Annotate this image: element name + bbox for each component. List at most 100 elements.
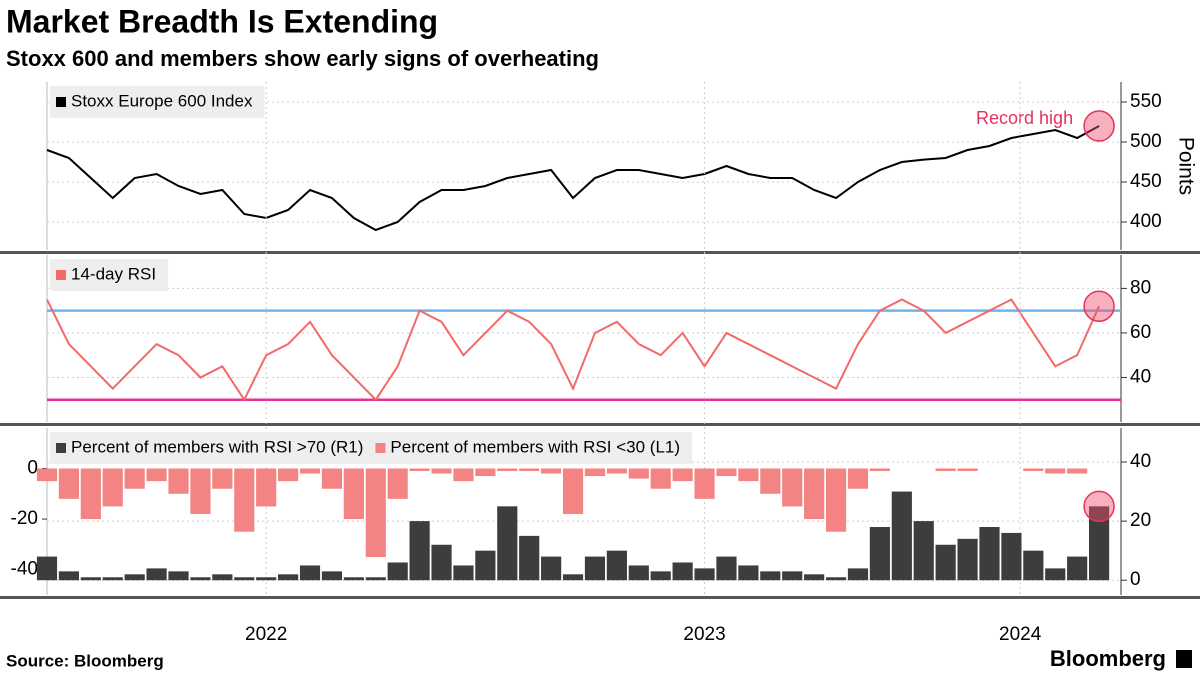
bar [124,468,145,489]
bar [1023,468,1044,472]
bar [234,577,255,581]
bar [1001,532,1022,581]
legend-label: Percent of members with RSI <30 (L1) [390,437,680,456]
bar [825,577,847,581]
y-axis-label: Points [1174,137,1197,195]
bar [847,468,869,489]
bar [694,568,715,581]
bar [716,468,737,477]
bar [913,521,934,581]
bar [979,527,1000,581]
bar [1067,468,1088,474]
bar [562,574,584,581]
bar [1045,568,1066,581]
y-tick-label: 40 [1130,451,1151,472]
bar [804,468,825,520]
bar [497,506,518,581]
bar [190,468,211,515]
y-tick-label: 80 [1130,277,1151,298]
y-tick-label: 60 [1130,322,1151,343]
y-tick-label: 0 [27,458,38,479]
bar [124,574,145,581]
y-tick-label: 500 [1130,131,1162,152]
y-tick-label: 550 [1130,91,1162,112]
bar [497,468,518,472]
bar [387,562,408,581]
bar [760,468,781,494]
bar [475,550,496,581]
bar [650,571,671,581]
bar [299,468,321,474]
bar [343,577,364,581]
bar [825,468,847,532]
bar [146,568,167,581]
bar [519,468,540,472]
bar [190,577,211,581]
bar [869,468,890,472]
bar [168,468,189,494]
bar [102,577,123,581]
highlight-circle [1083,490,1115,523]
bar [716,556,737,581]
highlight-circle [1083,290,1115,322]
bar [738,468,759,482]
bar [847,568,869,581]
bar [80,468,101,520]
bar [957,538,978,581]
y-tick-label: 40 [1130,366,1151,387]
legend-swatch [56,443,66,453]
bar [519,535,540,581]
x-tick-label: 2024 [999,624,1042,645]
source: Source: Bloomberg [6,651,164,670]
bar [606,550,627,581]
bar [541,468,562,474]
bar [58,468,80,499]
bar [935,544,956,581]
bar [584,468,606,477]
legend-box [50,259,169,291]
bar [782,468,803,507]
bar [1045,468,1066,474]
brand-icon [1176,650,1192,668]
bar [365,577,386,581]
bar [321,468,343,489]
y-tick-label: 400 [1130,211,1162,232]
bar [453,565,474,581]
annotation: Record high [976,108,1073,128]
bar [146,468,167,482]
legend-swatch [56,97,66,107]
bar [409,468,430,472]
bar [409,521,430,581]
bar [58,571,80,581]
bar [212,468,233,489]
legend-box [50,432,693,464]
bar [562,468,584,515]
legend-label: Percent of members with RSI >70 (R1) [71,437,363,456]
y-tick-label: -40 [11,559,38,580]
bar [804,574,825,581]
line [46,298,1100,402]
legend-swatch [56,270,66,280]
bar [869,527,890,581]
bar [541,556,562,581]
y-tick-label: 20 [1130,510,1151,531]
bar [1067,556,1088,581]
bar [738,565,759,581]
bar [387,468,408,499]
bar [431,544,452,581]
y-tick-label: 0 [1130,569,1141,590]
bar [299,565,321,581]
bar [672,562,693,581]
bar [234,468,255,532]
legend-swatch [375,443,386,453]
bar [168,571,189,581]
bar [694,468,715,499]
bar [891,491,912,581]
legend-label: Stoxx Europe 600 Index [71,91,253,110]
bar [584,556,606,581]
legend-box [50,86,265,118]
highlight-circle [1083,110,1115,142]
bar [256,468,277,507]
